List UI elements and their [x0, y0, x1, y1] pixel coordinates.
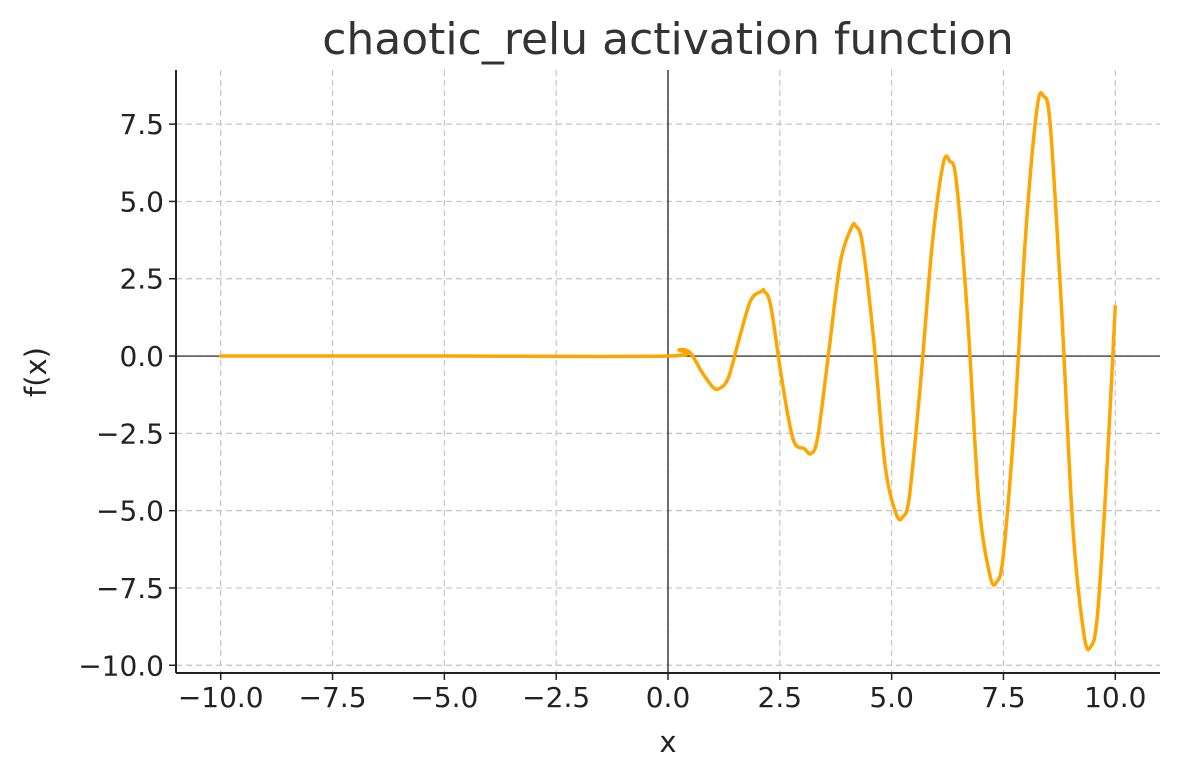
x-tick-label: 0.0 — [646, 681, 691, 714]
y-ticks: −10.0 −7.5 −5.0 −2.5 0.0 2.5 5.0 7.5 — [78, 108, 176, 682]
x-ticks: −10.0 −7.5 −5.0 −2.5 0.0 2.5 5.0 7.5 10.0 — [178, 673, 1146, 714]
x-tick-label: −10.0 — [178, 681, 264, 714]
x-tick-label: 10.0 — [1084, 681, 1146, 714]
x-tick-label: −5.0 — [410, 681, 478, 714]
y-tick-label: 2.5 — [119, 263, 164, 296]
zero-reference-lines — [176, 70, 1160, 673]
x-tick-label: 2.5 — [758, 681, 803, 714]
y-axis-label: f(x) — [19, 347, 53, 397]
x-tick-label: −7.5 — [299, 681, 367, 714]
x-tick-label: 5.0 — [869, 681, 914, 714]
y-tick-label: −7.5 — [96, 572, 164, 605]
y-tick-label: 5.0 — [119, 185, 164, 218]
y-tick-label: −10.0 — [78, 649, 164, 682]
series-layer — [218, 91, 1118, 652]
y-tick-label: 0.0 — [119, 340, 164, 373]
series-line — [218, 91, 1118, 652]
chart-title: chaotic_relu activation function — [322, 14, 1014, 65]
x-axis-label: x — [659, 725, 676, 759]
x-tick-label: 7.5 — [981, 681, 1026, 714]
x-tick-label: −2.5 — [522, 681, 590, 714]
y-tick-label: −2.5 — [96, 417, 164, 450]
y-tick-label: 7.5 — [119, 108, 164, 141]
y-tick-label: −5.0 — [96, 495, 164, 528]
